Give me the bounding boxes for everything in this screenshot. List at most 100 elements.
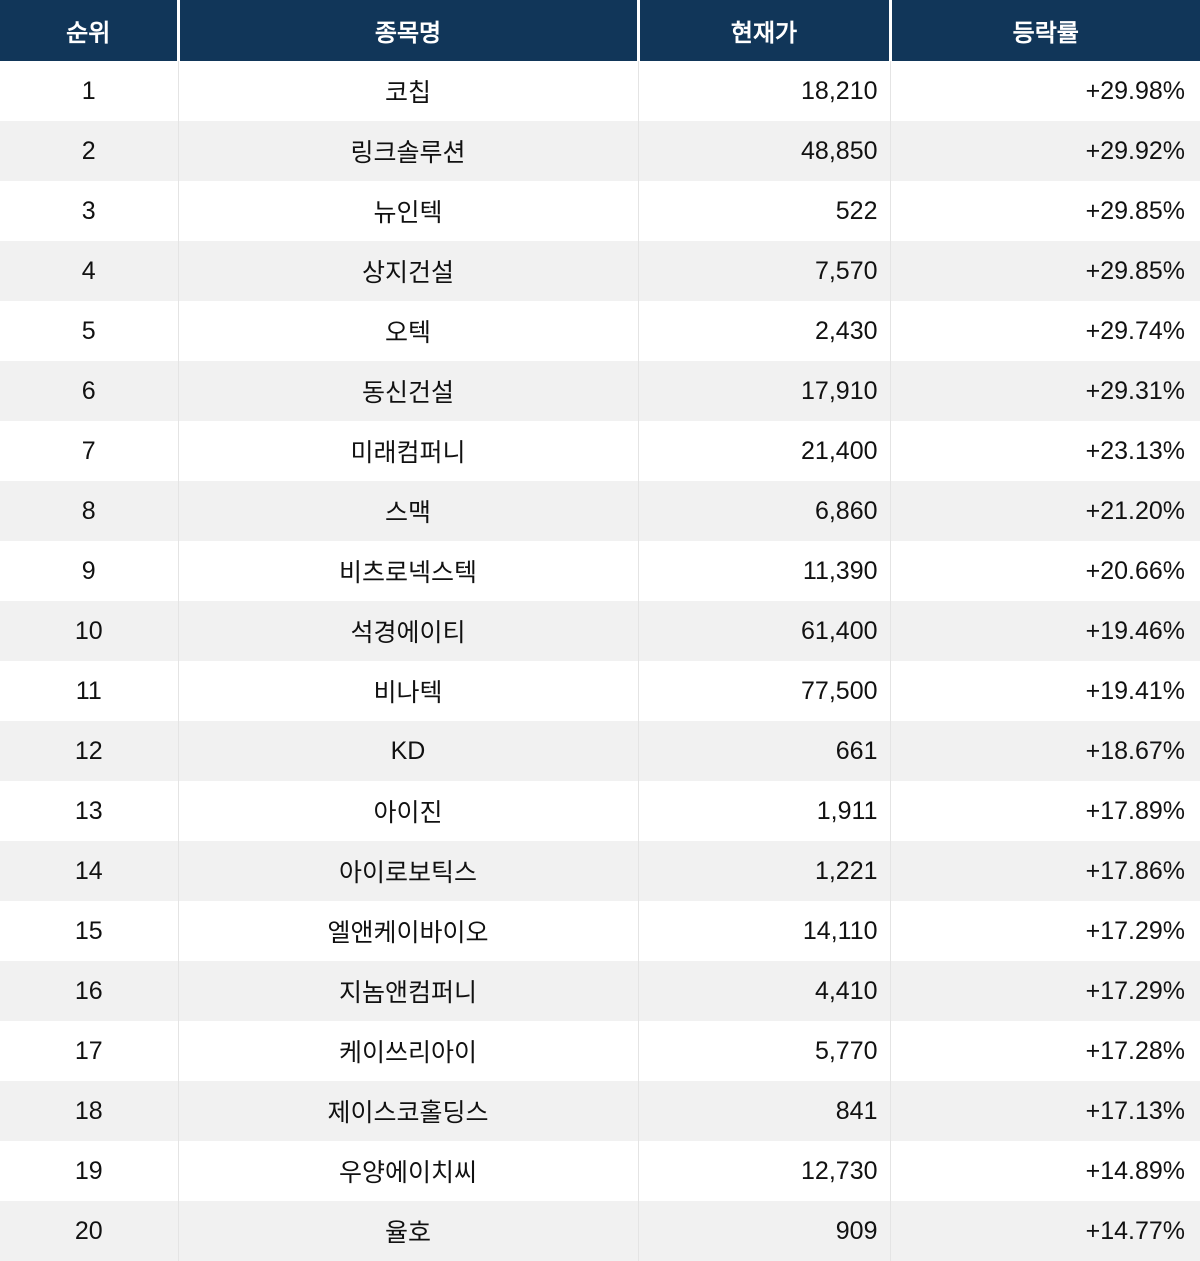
rank-cell: 2 (0, 121, 179, 181)
change-cell: +17.28% (890, 1021, 1200, 1081)
column-header-name: 종목명 (176, 0, 638, 61)
change-cell: +19.46% (890, 601, 1200, 661)
rank-cell: 1 (0, 61, 179, 121)
rank-cell: 15 (0, 901, 179, 961)
table-row: 17 케이쓰리아이 5,770 +17.28% (0, 1021, 1200, 1081)
price-cell: 661 (638, 721, 891, 781)
table-row: 19 우양에이치씨 12,730 +14.89% (0, 1141, 1200, 1201)
table-row: 6 동신건설 17,910 +29.31% (0, 361, 1200, 421)
table-row: 1 코칩 18,210 +29.98% (0, 61, 1200, 121)
price-cell: 18,210 (638, 61, 891, 121)
stock-name-cell: 율호 (178, 1201, 639, 1261)
rank-cell: 8 (0, 481, 179, 541)
change-cell: +14.77% (890, 1201, 1200, 1261)
stock-name-cell: 케이쓰리아이 (178, 1021, 639, 1081)
stock-name-cell: 비나텍 (178, 661, 639, 721)
table-row: 4 상지건설 7,570 +29.85% (0, 241, 1200, 301)
stock-name-cell: 제이스코홀딩스 (178, 1081, 639, 1141)
price-cell: 7,570 (638, 241, 891, 301)
table-row: 8 스맥 6,860 +21.20% (0, 481, 1200, 541)
table-row: 9 비츠로넥스텍 11,390 +20.66% (0, 541, 1200, 601)
stock-name-cell: 아이진 (178, 781, 639, 841)
column-header-price: 현재가 (636, 0, 890, 61)
rank-cell: 18 (0, 1081, 179, 1141)
rank-cell: 13 (0, 781, 179, 841)
price-cell: 17,910 (638, 361, 891, 421)
stock-name-cell: 오텍 (178, 301, 639, 361)
rank-cell: 16 (0, 961, 179, 1021)
table-row: 10 석경에이티 61,400 +19.46% (0, 601, 1200, 661)
rank-cell: 3 (0, 181, 179, 241)
change-cell: +29.92% (890, 121, 1200, 181)
rank-cell: 19 (0, 1141, 179, 1201)
stock-name-cell: 스맥 (178, 481, 639, 541)
price-cell: 1,911 (638, 781, 891, 841)
change-cell: +29.85% (890, 241, 1200, 301)
price-cell: 5,770 (638, 1021, 891, 1081)
change-cell: +19.41% (890, 661, 1200, 721)
rank-cell: 14 (0, 841, 179, 901)
rank-cell: 6 (0, 361, 179, 421)
column-header-rank: 순위 (0, 0, 178, 61)
change-cell: +23.13% (890, 421, 1200, 481)
change-cell: +17.29% (890, 961, 1200, 1021)
change-cell: +29.85% (890, 181, 1200, 241)
price-cell: 14,110 (638, 901, 891, 961)
price-cell: 4,410 (638, 961, 891, 1021)
change-cell: +20.66% (890, 541, 1200, 601)
table-row: 18 제이스코홀딩스 841 +17.13% (0, 1081, 1200, 1141)
price-cell: 2,430 (638, 301, 891, 361)
rank-cell: 7 (0, 421, 179, 481)
change-cell: +17.29% (890, 901, 1200, 961)
price-cell: 12,730 (638, 1141, 891, 1201)
change-cell: +17.13% (890, 1081, 1200, 1141)
price-cell: 11,390 (638, 541, 891, 601)
table-row: 3 뉴인텍 522 +29.85% (0, 181, 1200, 241)
stock-name-cell: 비츠로넥스텍 (178, 541, 639, 601)
stock-name-cell: 엘앤케이바이오 (178, 901, 639, 961)
price-cell: 522 (638, 181, 891, 241)
change-cell: +29.98% (890, 61, 1200, 121)
table-row: 16 지놈앤컴퍼니 4,410 +17.29% (0, 961, 1200, 1021)
stock-name-cell: 동신건설 (178, 361, 639, 421)
rank-cell: 10 (0, 601, 179, 661)
stock-name-cell: 상지건설 (178, 241, 639, 301)
price-cell: 6,860 (638, 481, 891, 541)
stock-name-cell: 링크솔루션 (178, 121, 639, 181)
rank-cell: 11 (0, 661, 179, 721)
price-cell: 61,400 (638, 601, 891, 661)
table-row: 2 링크솔루션 48,850 +29.92% (0, 121, 1200, 181)
stock-name-cell: 미래컴퍼니 (178, 421, 639, 481)
rank-cell: 9 (0, 541, 179, 601)
table-row: 5 오텍 2,430 +29.74% (0, 301, 1200, 361)
change-cell: +18.67% (890, 721, 1200, 781)
stock-name-cell: 석경에이티 (178, 601, 639, 661)
stock-name-cell: KD (178, 721, 639, 781)
stock-name-cell: 지놈앤컴퍼니 (178, 961, 639, 1021)
change-cell: +14.89% (890, 1141, 1200, 1201)
price-cell: 48,850 (638, 121, 891, 181)
rank-cell: 5 (0, 301, 179, 361)
price-cell: 77,500 (638, 661, 891, 721)
stock-name-cell: 아이로보틱스 (178, 841, 639, 901)
table-row: 14 아이로보틱스 1,221 +17.86% (0, 841, 1200, 901)
price-cell: 841 (638, 1081, 891, 1141)
header-row: 순위 종목명 현재가 등락률 (0, 0, 1200, 61)
price-cell: 909 (638, 1201, 891, 1261)
price-cell: 1,221 (638, 841, 891, 901)
rank-cell: 17 (0, 1021, 179, 1081)
table-body: 1 코칩 18,210 +29.98% 2 링크솔루션 48,850 +29.9… (0, 61, 1200, 1261)
change-cell: +29.74% (890, 301, 1200, 361)
change-cell: +17.89% (890, 781, 1200, 841)
table-row: 11 비나텍 77,500 +19.41% (0, 661, 1200, 721)
rank-cell: 4 (0, 241, 179, 301)
change-cell: +17.86% (890, 841, 1200, 901)
table-row: 13 아이진 1,911 +17.89% (0, 781, 1200, 841)
stock-name-cell: 코칩 (178, 61, 639, 121)
table-row: 12 KD 661 +18.67% (0, 721, 1200, 781)
table-header: 순위 종목명 현재가 등락률 (0, 0, 1200, 61)
stock-name-cell: 뉴인텍 (178, 181, 639, 241)
rank-cell: 20 (0, 1201, 179, 1261)
rank-cell: 12 (0, 721, 179, 781)
